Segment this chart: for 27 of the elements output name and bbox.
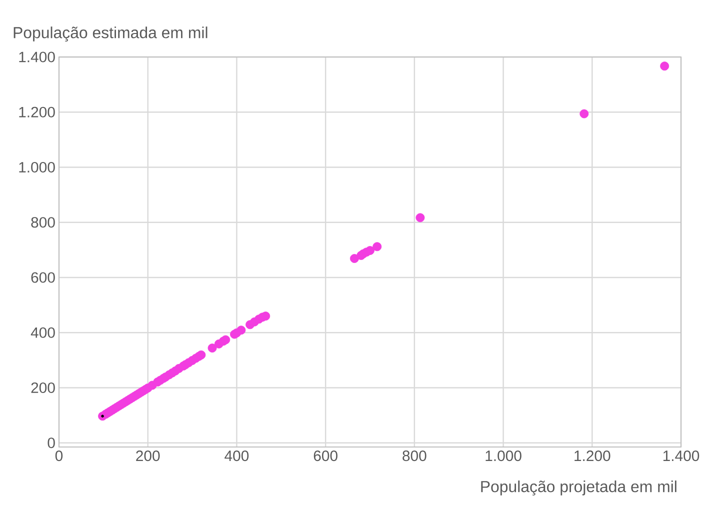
- x-tick-label: 1.200: [574, 450, 610, 462]
- x-tick-label: 400: [224, 450, 249, 462]
- point: [236, 326, 246, 335]
- chart-subtitle: População estimada em mil: [14, 26, 208, 42]
- y-tick-label: 800: [31, 217, 55, 228]
- y-tick-label: 600: [31, 272, 55, 283]
- y-tick-label: 1.000: [19, 162, 55, 173]
- point: [221, 335, 230, 344]
- point: [660, 62, 670, 71]
- x-tick-label: 200: [136, 450, 160, 462]
- y-tick-label: 1.400: [19, 52, 55, 62]
- x-tick-label: 600: [314, 450, 338, 462]
- x-tick-label: 1.000: [486, 450, 522, 462]
- point: [372, 242, 382, 252]
- point: [416, 213, 425, 222]
- point: [196, 350, 206, 360]
- point: [366, 246, 374, 255]
- x-tick-label: 800: [402, 450, 426, 462]
- x-tick-label: 1.400: [663, 450, 700, 462]
- y-tick-label: 0: [48, 438, 55, 448]
- point: [208, 344, 217, 353]
- point: [580, 109, 589, 118]
- y-tick-label: 400: [30, 327, 55, 338]
- y-tick-label: 200: [31, 382, 55, 394]
- x-axis-title: População projetada em mil: [481, 480, 676, 496]
- x-tick-label: 0: [55, 450, 63, 462]
- y-tick-label: 1.200: [19, 106, 55, 118]
